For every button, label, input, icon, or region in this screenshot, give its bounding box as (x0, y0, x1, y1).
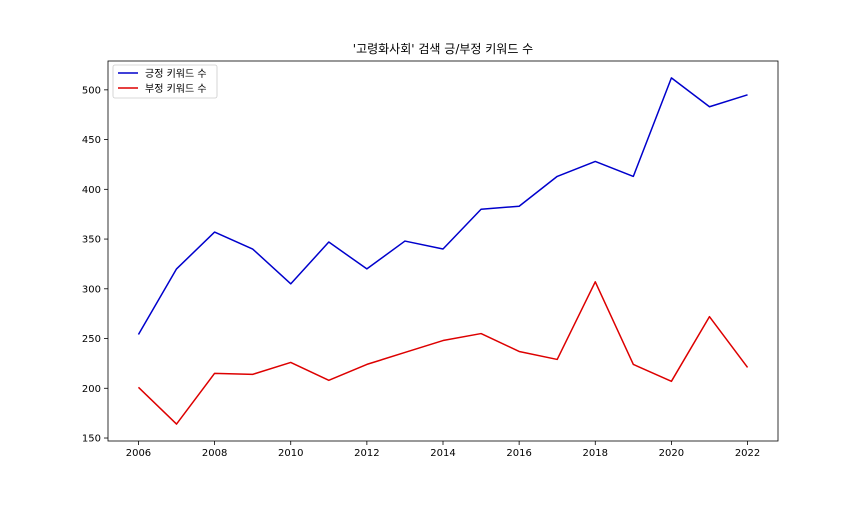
legend-label-negative: 부정 키워드 수 (145, 82, 207, 95)
series-line-positive (137, 77, 748, 335)
x-tick-label: 2016 (506, 448, 531, 459)
x-tick-label: 2018 (583, 448, 608, 459)
y-tick-label: 500 (82, 85, 101, 96)
series-line-negative (137, 281, 749, 425)
y-tick-label: 450 (82, 135, 101, 146)
y-tick-label: 200 (82, 384, 101, 395)
y-tick-label: 150 (82, 434, 101, 445)
legend-label-positive: 긍정 키워드 수 (145, 67, 207, 80)
y-axis: 150 200 250 300 350 400 450 500 (82, 85, 108, 445)
x-tick-label: 2010 (278, 448, 303, 459)
y-tick-label: 300 (82, 284, 101, 295)
x-tick-label: 2006 (126, 448, 151, 459)
legend-box (112, 64, 218, 99)
plot-area-frame (107, 60, 779, 442)
y-tick-label: 350 (82, 235, 101, 246)
x-tick-label: 2022 (735, 448, 760, 459)
x-tick-label: 2012 (354, 448, 379, 459)
x-axis: 2006 2008 2010 2012 2014 2016 2018 2020 2022 (126, 441, 760, 459)
legend: 긍정 키워드 수 부정 키워드 수 (112, 64, 218, 99)
y-tick-label: 400 (82, 185, 101, 196)
y-tick-label: 250 (82, 334, 101, 345)
series-layer (137, 77, 749, 425)
x-tick-label: 2020 (659, 448, 684, 459)
chart-title: '고령화사회' 검색 긍/부정 키워드 수 (353, 42, 533, 56)
x-tick-label: 2014 (430, 448, 455, 459)
x-tick-label: 2008 (202, 448, 227, 459)
